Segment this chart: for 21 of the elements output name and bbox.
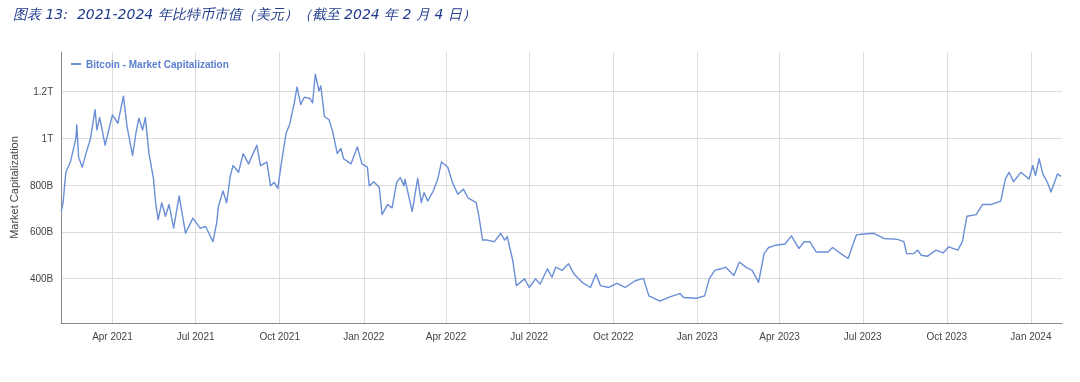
x-tick-label: Oct 2023	[926, 330, 968, 342]
y-axis-title: Market Capitalization	[7, 136, 20, 239]
y-tick-label: 400B	[29, 273, 54, 285]
x-tick-label: Jan 2024	[1010, 330, 1052, 342]
y-tick-label: 1.2T	[33, 86, 54, 98]
y-tick-label: 1T	[41, 132, 54, 144]
legend-label: Bitcoin - Market Capitalization	[86, 58, 229, 70]
x-tick-label: Apr 2021	[92, 330, 134, 342]
x-tick-label: Jan 2022	[343, 330, 385, 342]
x-tick-label: Jan 2023	[676, 330, 719, 342]
y-tick-label: 600B	[29, 226, 54, 238]
x-tick-label: Jul 2022	[510, 330, 549, 342]
x-tick-label: Apr 2022	[425, 330, 467, 342]
line-series	[60, 73, 1062, 302]
x-tick-label: Apr 2023	[759, 330, 801, 342]
x-tick-label: Oct 2021	[259, 330, 301, 342]
y-tick-label: 800B	[29, 179, 54, 191]
x-tick-label: Jul 2021	[176, 330, 215, 342]
x-tick-label: Oct 2022	[592, 330, 634, 342]
x-tick-label: Jul 2023	[843, 330, 883, 342]
chart-title: 图表 13: 2021-2024 年比特币市值（美元）（截至 2024 年 2 月 4 日）	[13, 6, 476, 22]
